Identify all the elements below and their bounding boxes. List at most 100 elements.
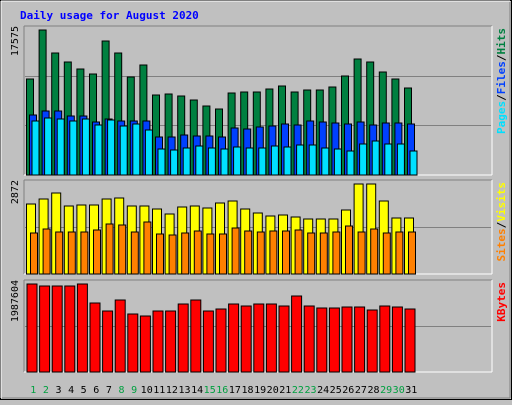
bar-kbytes-day-15 [202,310,214,373]
bar-sites-day-4 [67,231,76,275]
legend-kbytes: KBytes [495,282,508,322]
bar-kbytes-day-14 [190,299,202,373]
panel-visits-sites: 2872 Sites/Visits [10,179,508,275]
bar-pages-day-19 [258,147,267,176]
x-tick-label-day-18: 18 [241,385,253,396]
bar-kbytes-day-31 [404,308,416,373]
bar-sites-day-27 [357,231,366,275]
bar-kbytes-day-3 [51,285,63,373]
bar-kbytes-day-25 [328,307,340,373]
x-tick-label-day-7: 7 [106,385,112,396]
bar-pages-day-26 [346,150,355,176]
bar-pages-day-5 [81,118,90,176]
bar-pages-day-12 [170,149,179,176]
bar-pages-day-30 [396,143,405,176]
x-tick-label-day-11: 11 [153,385,165,396]
bar-pages-day-15 [207,147,216,176]
bar-sites-day-21 [282,230,290,275]
bar-sites-day-19 [256,231,265,275]
bar-pages-day-4 [69,120,78,176]
bar-kbytes-day-27 [354,306,366,373]
x-tick-label-day-13: 13 [178,385,190,396]
x-tick-label-day-28: 28 [367,385,379,396]
bar-pages-day-29 [384,143,393,176]
bar-kbytes-day-5 [76,283,88,373]
x-tick-label-day-8: 8 [118,385,124,396]
x-tick-label-day-9: 9 [131,385,137,396]
bar-kbytes-day-29 [379,305,391,373]
x-tick-label-day-21: 21 [279,385,291,396]
bar-pages-day-3 [56,118,65,176]
legend-slash: / [495,221,508,228]
x-tick-label-day-17: 17 [229,385,241,396]
x-tick-label-day-10: 10 [141,385,153,396]
panel-kbytes: 1987604 KBytes [10,279,508,373]
bar-pages-day-2 [44,117,53,176]
bar-kbytes-day-12 [165,310,177,373]
x-tick-label-day-31: 31 [405,385,417,396]
bar-pages-day-31 [409,150,418,176]
bar-sites-day-15 [206,233,215,275]
y-max-label: 2872 [10,180,21,204]
bar-sites-day-10 [143,221,152,275]
bar-sites-day-26 [345,225,353,275]
x-tick-label-day-3: 3 [55,385,61,396]
bar-kbytes-day-2 [39,285,51,373]
side-legend-kbytes: KBytes [495,282,508,322]
x-tick-label-day-26: 26 [342,385,354,396]
bar-kbytes-day-4 [64,285,76,373]
bar-pages-day-10 [144,129,153,176]
bar-kbytes-day-1 [26,283,38,373]
side-legend-hits-files-pages: Pages/Files/Hits [495,28,508,134]
bar-sites-day-22 [294,229,303,275]
bar-kbytes-day-20 [265,303,277,373]
bar-sites-day-6 [93,229,101,275]
bar-kbytes-day-21 [278,305,290,373]
bar-kbytes-day-16 [215,308,227,373]
legend-slash: / [495,94,508,101]
bar-pages-day-20 [270,145,279,176]
bar-kbytes-day-24 [316,307,328,373]
bar-kbytes-day-22 [291,295,303,373]
x-tick-label-day-12: 12 [166,385,178,396]
bar-sites-day-29 [382,232,391,275]
bar-sites-day-30 [395,231,404,275]
legend-slash: / [495,54,508,61]
x-tick-label-day-30: 30 [393,385,405,396]
bar-kbytes-day-30 [391,306,403,373]
bar-kbytes-day-18 [240,305,252,373]
side-legend-visits-sites: Sites/Visits [495,182,508,262]
legend-files: Files [495,61,508,94]
bar-pages-day-25 [333,148,342,176]
bar-sites-day-14 [193,230,202,275]
bar-sites-day-23 [307,232,316,275]
x-tick-label-day-19: 19 [254,385,266,396]
x-tick-label-day-23: 23 [304,385,316,396]
chart-title: Daily usage for August 2020 [20,9,199,22]
x-tick-label-day-22: 22 [292,385,304,396]
bar-pages-day-7 [107,119,116,176]
bar-kbytes-day-8 [114,299,126,373]
bar-sites-day-5 [80,231,89,275]
bar-sites-day-11 [156,233,164,275]
bar-pages-day-1 [31,120,40,176]
x-tick-label-day-24: 24 [317,385,329,396]
bar-sites-day-16 [219,233,227,275]
x-tick-label-day-27: 27 [355,385,367,396]
bar-sites-day-2 [42,228,51,275]
x-tick-label-day-20: 20 [267,385,279,396]
bar-kbytes-day-23 [303,305,315,373]
bar-kbytes-day-17 [228,303,240,373]
bar-pages-day-21 [283,146,292,176]
bar-sites-day-28 [370,228,379,275]
bar-kbytes-day-6 [89,302,101,373]
x-tick-label-day-2: 2 [43,385,49,396]
x-tick-label-day-1: 1 [30,385,36,396]
bar-pages-day-14 [195,145,204,176]
bar-sites-day-3 [55,231,64,275]
bar-kbytes-day-10 [139,315,151,373]
bar-pages-day-11 [157,148,166,176]
